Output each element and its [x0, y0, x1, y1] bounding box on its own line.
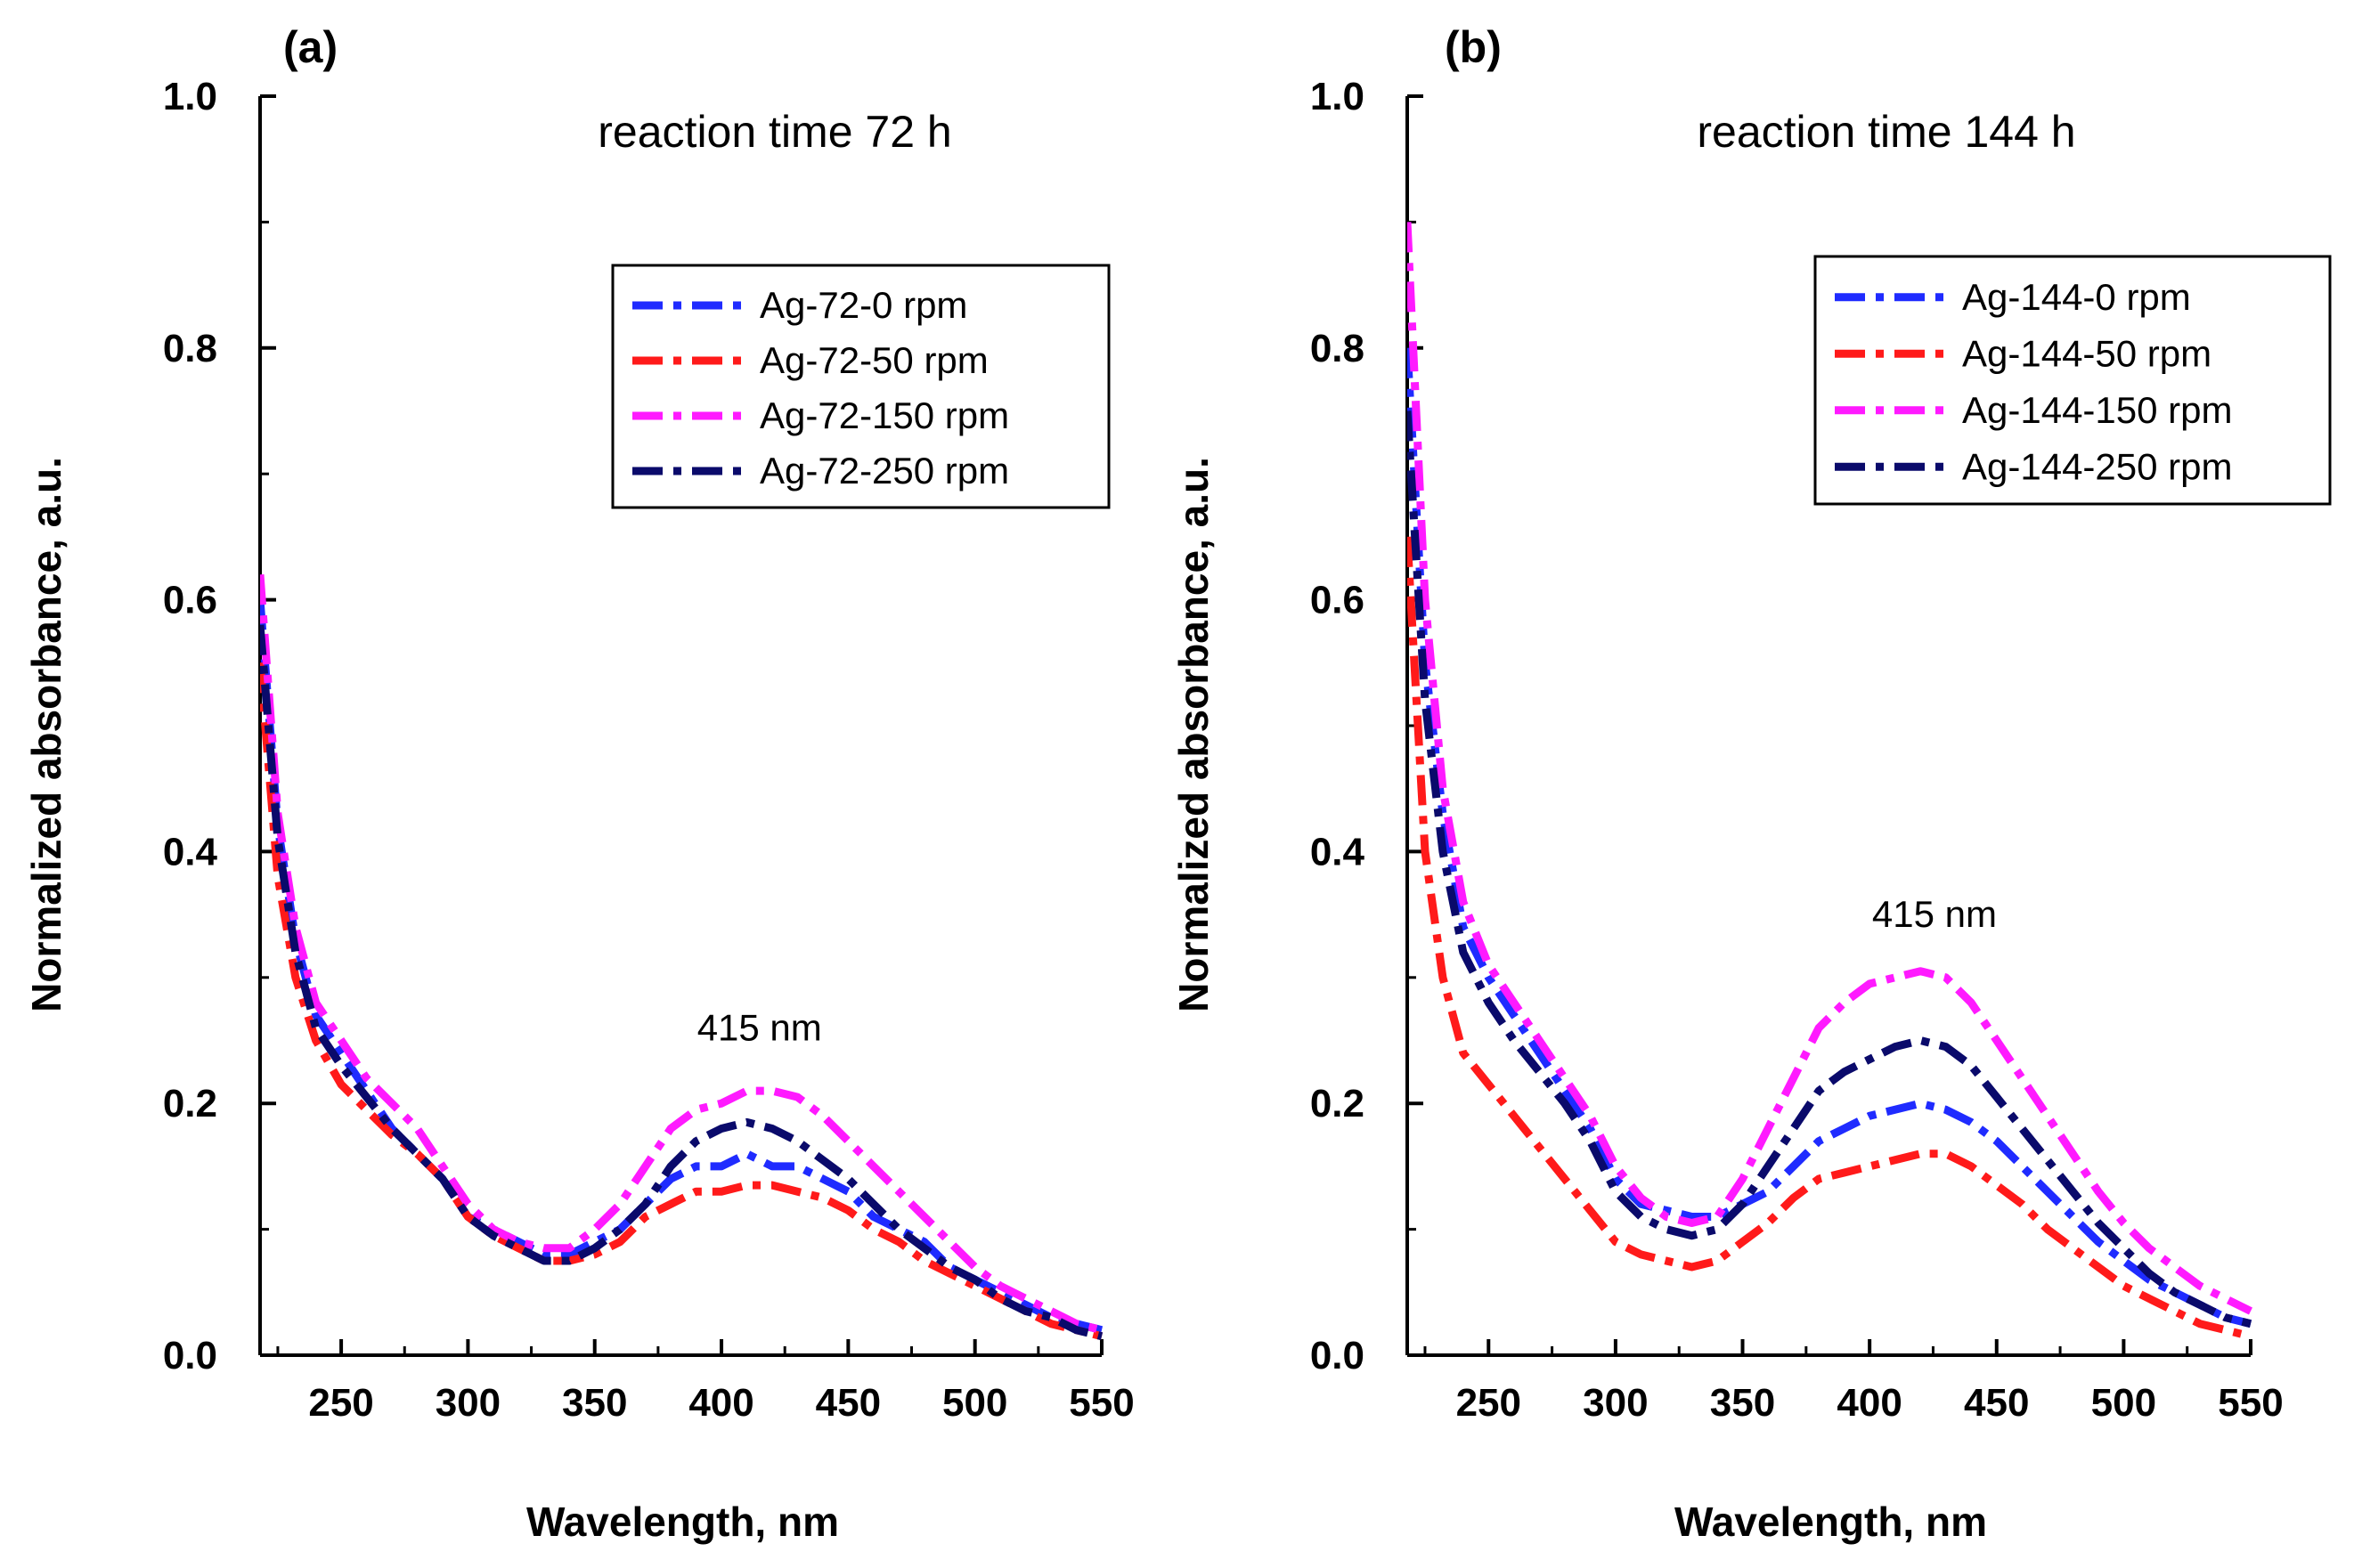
series-line-3 — [1407, 410, 2252, 1328]
chart-title: reaction time 144 h — [1697, 107, 2075, 157]
x-tick-label: 350 — [562, 1381, 627, 1425]
y-tick-label: 0.8 — [1310, 327, 1364, 370]
y-tick-label: 0.6 — [1310, 579, 1364, 622]
legend-label-1: Ag-72-50 rpm — [760, 339, 989, 381]
series-line-0 — [260, 599, 1104, 1335]
y-tick-label: 0.4 — [163, 830, 218, 873]
x-tick-label: 500 — [2091, 1381, 2156, 1425]
series-line-1 — [260, 662, 1104, 1341]
chart-panel-0: 0.0 0.2 0.4 0.6 0.8 1.0 250 300 350 400 450 500 550 W… — [23, 22, 1135, 1545]
x-axis-title: Wavelength, nm — [1674, 1499, 1987, 1545]
y-tick-label: 0.0 — [163, 1334, 217, 1377]
y-tick-label: 0.6 — [163, 579, 217, 622]
y-tick-label: 1.0 — [163, 75, 217, 118]
y-tick-label: 0.0 — [1310, 1334, 1364, 1377]
x-tick-label: 300 — [1583, 1381, 1648, 1425]
x-tick-label: 500 — [942, 1381, 1007, 1425]
series-line-1 — [1407, 536, 2252, 1341]
peak-annotation: 415 nm — [1872, 893, 1997, 935]
x-tick-label: 300 — [436, 1381, 501, 1425]
panel-label: (a) — [283, 22, 338, 72]
x-axis-title: Wavelength, nm — [526, 1499, 839, 1545]
x-tick-label: 450 — [816, 1381, 881, 1425]
y-tick-label: 0.4 — [1310, 830, 1365, 873]
y-tick-label: 0.2 — [163, 1082, 217, 1125]
series-line-2 — [260, 573, 1104, 1335]
legend-label-0: Ag-144-0 rpm — [1962, 276, 2191, 318]
x-tick-label: 400 — [1837, 1381, 1902, 1425]
x-tick-label: 350 — [1710, 1381, 1775, 1425]
legend-label-0: Ag-72-0 rpm — [760, 284, 967, 326]
x-tick-label: 550 — [1069, 1381, 1134, 1425]
x-tick-label: 400 — [688, 1381, 753, 1425]
y-tick-label: 0.2 — [1310, 1082, 1364, 1125]
y-tick-label: 1.0 — [1310, 75, 1364, 118]
y-axis-title: Normalized absorbance, a.u. — [23, 457, 69, 1012]
peak-annotation: 415 nm — [697, 1007, 822, 1049]
series-line-3 — [260, 624, 1104, 1341]
legend-label-2: Ag-144-150 rpm — [1962, 389, 2233, 431]
x-tick-label: 250 — [1456, 1381, 1521, 1425]
panel-label: (b) — [1445, 22, 1502, 72]
legend-label-3: Ag-144-250 rpm — [1962, 445, 2233, 487]
chart-panel-1: 0.0 0.2 0.4 0.6 0.8 1.0 250 300 350 400 450 500 550 W… — [1170, 22, 2332, 1545]
legend-label-2: Ag-72-150 rpm — [760, 394, 1009, 436]
x-tick-label: 550 — [2218, 1381, 2283, 1425]
legend-label-1: Ag-144-50 rpm — [1962, 332, 2211, 374]
series-line-0 — [1407, 347, 2252, 1328]
y-tick-label: 0.8 — [163, 327, 217, 370]
x-tick-label: 450 — [1964, 1381, 2029, 1425]
y-axis-title: Normalized absorbance, a.u. — [1170, 457, 1217, 1012]
x-tick-label: 250 — [308, 1381, 373, 1425]
series-line-2 — [1407, 222, 2252, 1315]
legend: Ag-72-0 rpm Ag-72-50 rpm Ag-72-150 rpm Ag-7… — [611, 264, 1111, 509]
chart-title: reaction time 72 h — [598, 107, 951, 157]
legend: Ag-144-0 rpm Ag-144-50 rpm Ag-144-150 rpm A… — [1813, 255, 2332, 506]
legend-label-3: Ag-72-250 rpm — [760, 450, 1009, 492]
